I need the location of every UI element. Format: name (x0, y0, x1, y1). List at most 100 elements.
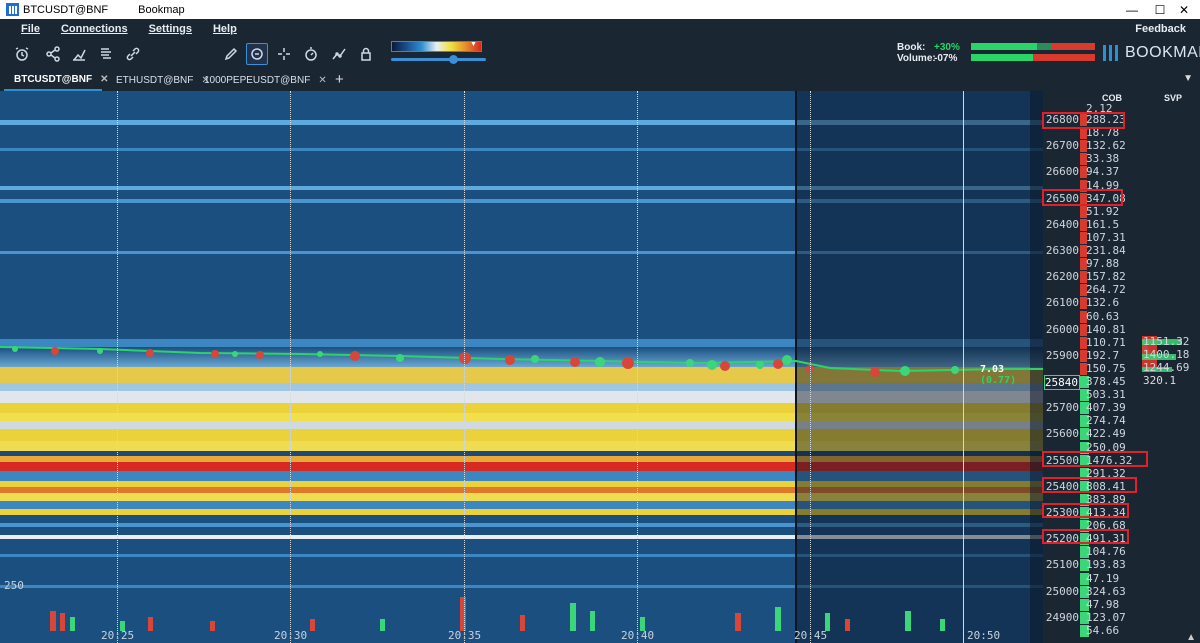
trade-size-label: 7.03 (0.77) (980, 364, 1017, 386)
svp-panel: SVP 1151.32 1400.18 1244.69 320.1 ▲ (1142, 91, 1200, 643)
price-label: 26100 (1045, 296, 1079, 310)
cob-value: 47.98 (1086, 597, 1120, 611)
highlight-box (1042, 189, 1123, 206)
cob-value: 192.7 (1086, 348, 1120, 362)
cob-header: COB (1102, 93, 1122, 103)
bid-bar (1080, 611, 1089, 624)
bid-bar (1080, 520, 1089, 533)
add-tab-button[interactable]: + (335, 71, 344, 88)
indicators-icon[interactable] (68, 43, 90, 65)
cob-value: 274.74 (1086, 414, 1126, 428)
ask-bar (1080, 231, 1087, 244)
bid-bar (1080, 493, 1089, 506)
pencil-icon[interactable] (220, 43, 242, 65)
alarm-icon[interactable] (11, 43, 33, 65)
window-app-title: Bookmap (138, 3, 185, 16)
cob-value: 47.19 (1086, 571, 1120, 585)
bid-bar (1080, 546, 1089, 559)
cob-value: 132.62 (1086, 139, 1126, 153)
title-bar: BTCUSDT@BNF Bookmap — ☐ ✕ (0, 0, 1200, 19)
price-label: 24900 (1045, 610, 1079, 624)
analytics-icon[interactable] (328, 43, 350, 65)
ask-bar (1080, 323, 1087, 336)
highlight-box (1042, 503, 1129, 518)
gradient-dropdown-icon[interactable]: ▼ (470, 41, 477, 48)
cob-value: 33.38 (1086, 152, 1120, 166)
time-label: 20:25 (101, 629, 135, 642)
time-label: 20:45 (794, 629, 828, 642)
minimize-button[interactable]: — (1126, 2, 1138, 17)
heatmap-chart[interactable]: 20:25 20:30 20:35 20:40 20:45 20:50 250 … (0, 91, 1043, 643)
cob-value: 193.83 (1086, 558, 1126, 572)
ask-bar (1080, 362, 1087, 375)
link-icon[interactable] (122, 43, 144, 65)
cob-value: 383.89 (1086, 492, 1126, 506)
menu-help[interactable]: Help (212, 22, 237, 35)
time-gridline (810, 91, 811, 643)
close-window-button[interactable]: ✕ (1178, 2, 1190, 17)
time-label: 20:40 (621, 629, 655, 642)
bid-bar (1080, 585, 1089, 598)
heatmap-color-gradient[interactable] (391, 41, 482, 52)
bid-bar (1080, 441, 1089, 454)
bid-bar (1080, 454, 1089, 467)
cob-value: 94.37 (1086, 165, 1120, 179)
volume-bars (50, 597, 945, 631)
cob-value: 347.08 (1086, 191, 1126, 205)
timer-icon[interactable] (300, 43, 322, 65)
price-label: 25400 (1045, 479, 1079, 493)
bid-bar (1080, 624, 1089, 637)
instrument-tabs: BTCUSDT@BNF ✕ ETHUSDT@BNF ✕ 1000PEPEUSDT@B… (0, 70, 1200, 91)
cob-value: 97.88 (1086, 257, 1120, 271)
cob-value: 123.07 (1086, 610, 1126, 624)
price-label: 25900 (1045, 348, 1079, 362)
ask-bar (1080, 218, 1087, 231)
price-label: 26800 (1045, 113, 1079, 126)
ask-bar (1080, 114, 1087, 126)
cob-panel: COB 2.12 288.23 18.78 132.62 33.38 94.37 14.99… (1080, 91, 1142, 643)
svp-value: 1151.32 (1143, 335, 1190, 348)
layers-icon[interactable] (95, 43, 117, 65)
bid-bar (1080, 428, 1089, 441)
cob-value: 107.31 (1086, 230, 1126, 244)
maximize-button[interactable]: ☐ (1154, 2, 1166, 17)
ask-bar (1080, 127, 1087, 140)
tab-1000pepeusdt[interactable]: 1000PEPEUSDT@BNF ✕ (204, 75, 327, 86)
scroll-up-icon[interactable]: ▲ (1186, 632, 1196, 643)
chat-icon[interactable] (246, 43, 268, 65)
close-tab-icon[interactable]: ✕ (201, 75, 210, 86)
ask-bar (1080, 179, 1087, 192)
close-tab-icon[interactable]: ✕ (318, 75, 327, 86)
menu-connections[interactable]: Connections (60, 22, 128, 35)
app-icon (6, 3, 19, 16)
highlight-box (1042, 529, 1129, 544)
lock-icon[interactable] (355, 43, 377, 65)
tab-ethusdt[interactable]: ETHUSDT@BNF ✕ (116, 75, 210, 86)
bid-bar (1080, 402, 1089, 415)
menu-file[interactable]: File (21, 22, 40, 35)
ask-bar (1080, 153, 1087, 166)
chevron-down-icon[interactable]: ▼ (1183, 73, 1193, 84)
crosshair-icon[interactable] (273, 43, 295, 65)
tab-btcusdt[interactable]: BTCUSDT@BNF ✕ (4, 70, 108, 91)
price-label: 25300 (1045, 506, 1079, 519)
menu-settings[interactable]: Settings (148, 22, 192, 35)
bid-bar (1080, 507, 1089, 519)
share-icon[interactable] (42, 43, 64, 65)
bid-bar (1080, 533, 1089, 546)
menu-feedback[interactable]: Feedback (1135, 22, 1186, 35)
cob-value: 2.12 (1086, 102, 1113, 115)
close-tab-icon[interactable]: ✕ (100, 74, 109, 85)
ask-bar (1080, 284, 1087, 297)
price-label: 25200 (1045, 532, 1079, 546)
cob-value: 231.84 (1086, 244, 1126, 257)
highlight-box (1042, 477, 1137, 493)
ask-bar (1080, 297, 1087, 310)
time-label: 20:30 (274, 629, 308, 642)
bid-bar (1080, 559, 1089, 572)
ask-bar (1080, 349, 1087, 362)
price-label: 26000 (1045, 322, 1079, 336)
cob-value: 157.82 (1086, 270, 1126, 284)
cob-value: 132.6 (1086, 296, 1120, 310)
svp-header: SVP (1164, 93, 1183, 103)
